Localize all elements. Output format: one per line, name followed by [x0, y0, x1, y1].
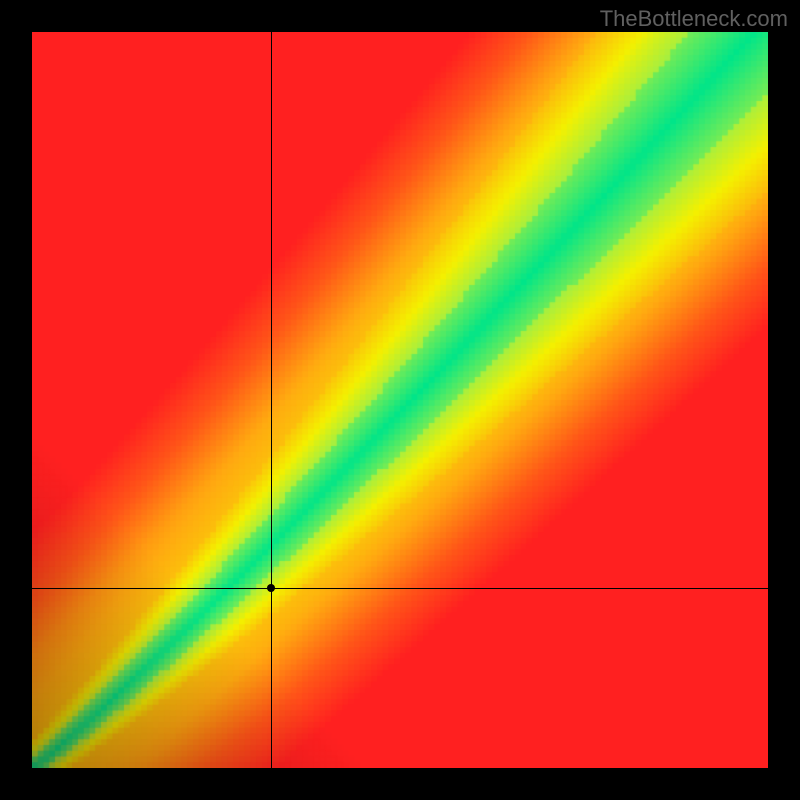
chart-container: TheBottleneck.com [0, 0, 800, 800]
crosshair-horizontal [32, 588, 768, 589]
heatmap-plot [32, 32, 768, 768]
heatmap-canvas [32, 32, 768, 768]
intersection-marker [267, 584, 275, 592]
crosshair-vertical [271, 32, 272, 768]
watermark-text: TheBottleneck.com [600, 6, 788, 32]
